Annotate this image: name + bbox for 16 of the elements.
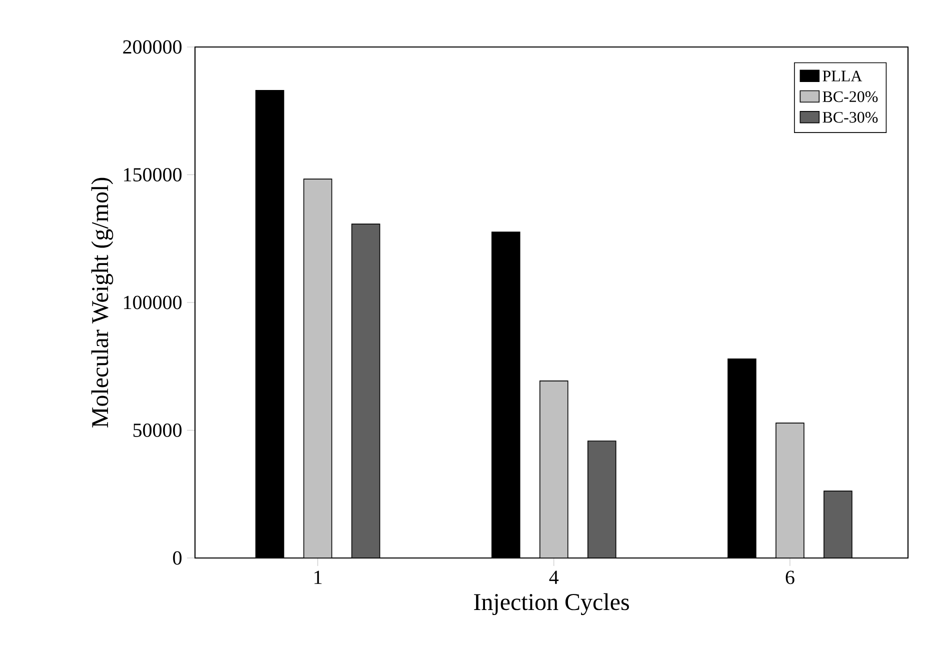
bar [776, 422, 804, 558]
legend-label: BC-30% [822, 112, 878, 123]
legend-label: BC-20% [822, 91, 878, 102]
y-tick-label: 100000 [124, 296, 182, 310]
x-tick-label: 1 [314, 570, 322, 584]
y-tick-label: 50000 [133, 423, 182, 437]
y-tick-label: 0 [173, 551, 182, 565]
y-tick-label: 200000 [123, 40, 182, 54]
x-tick-label: 4 [549, 570, 559, 584]
y-axis-title: Molecular Weight (g/mol) [91, 178, 114, 428]
bar [303, 178, 332, 558]
legend-label: PLLA [822, 70, 862, 82]
bar [539, 380, 568, 558]
x-axis-title: Injection Cycles [474, 593, 629, 616]
y-tick-label: 150000 [124, 168, 182, 182]
x-tick-label: 6 [786, 570, 794, 584]
